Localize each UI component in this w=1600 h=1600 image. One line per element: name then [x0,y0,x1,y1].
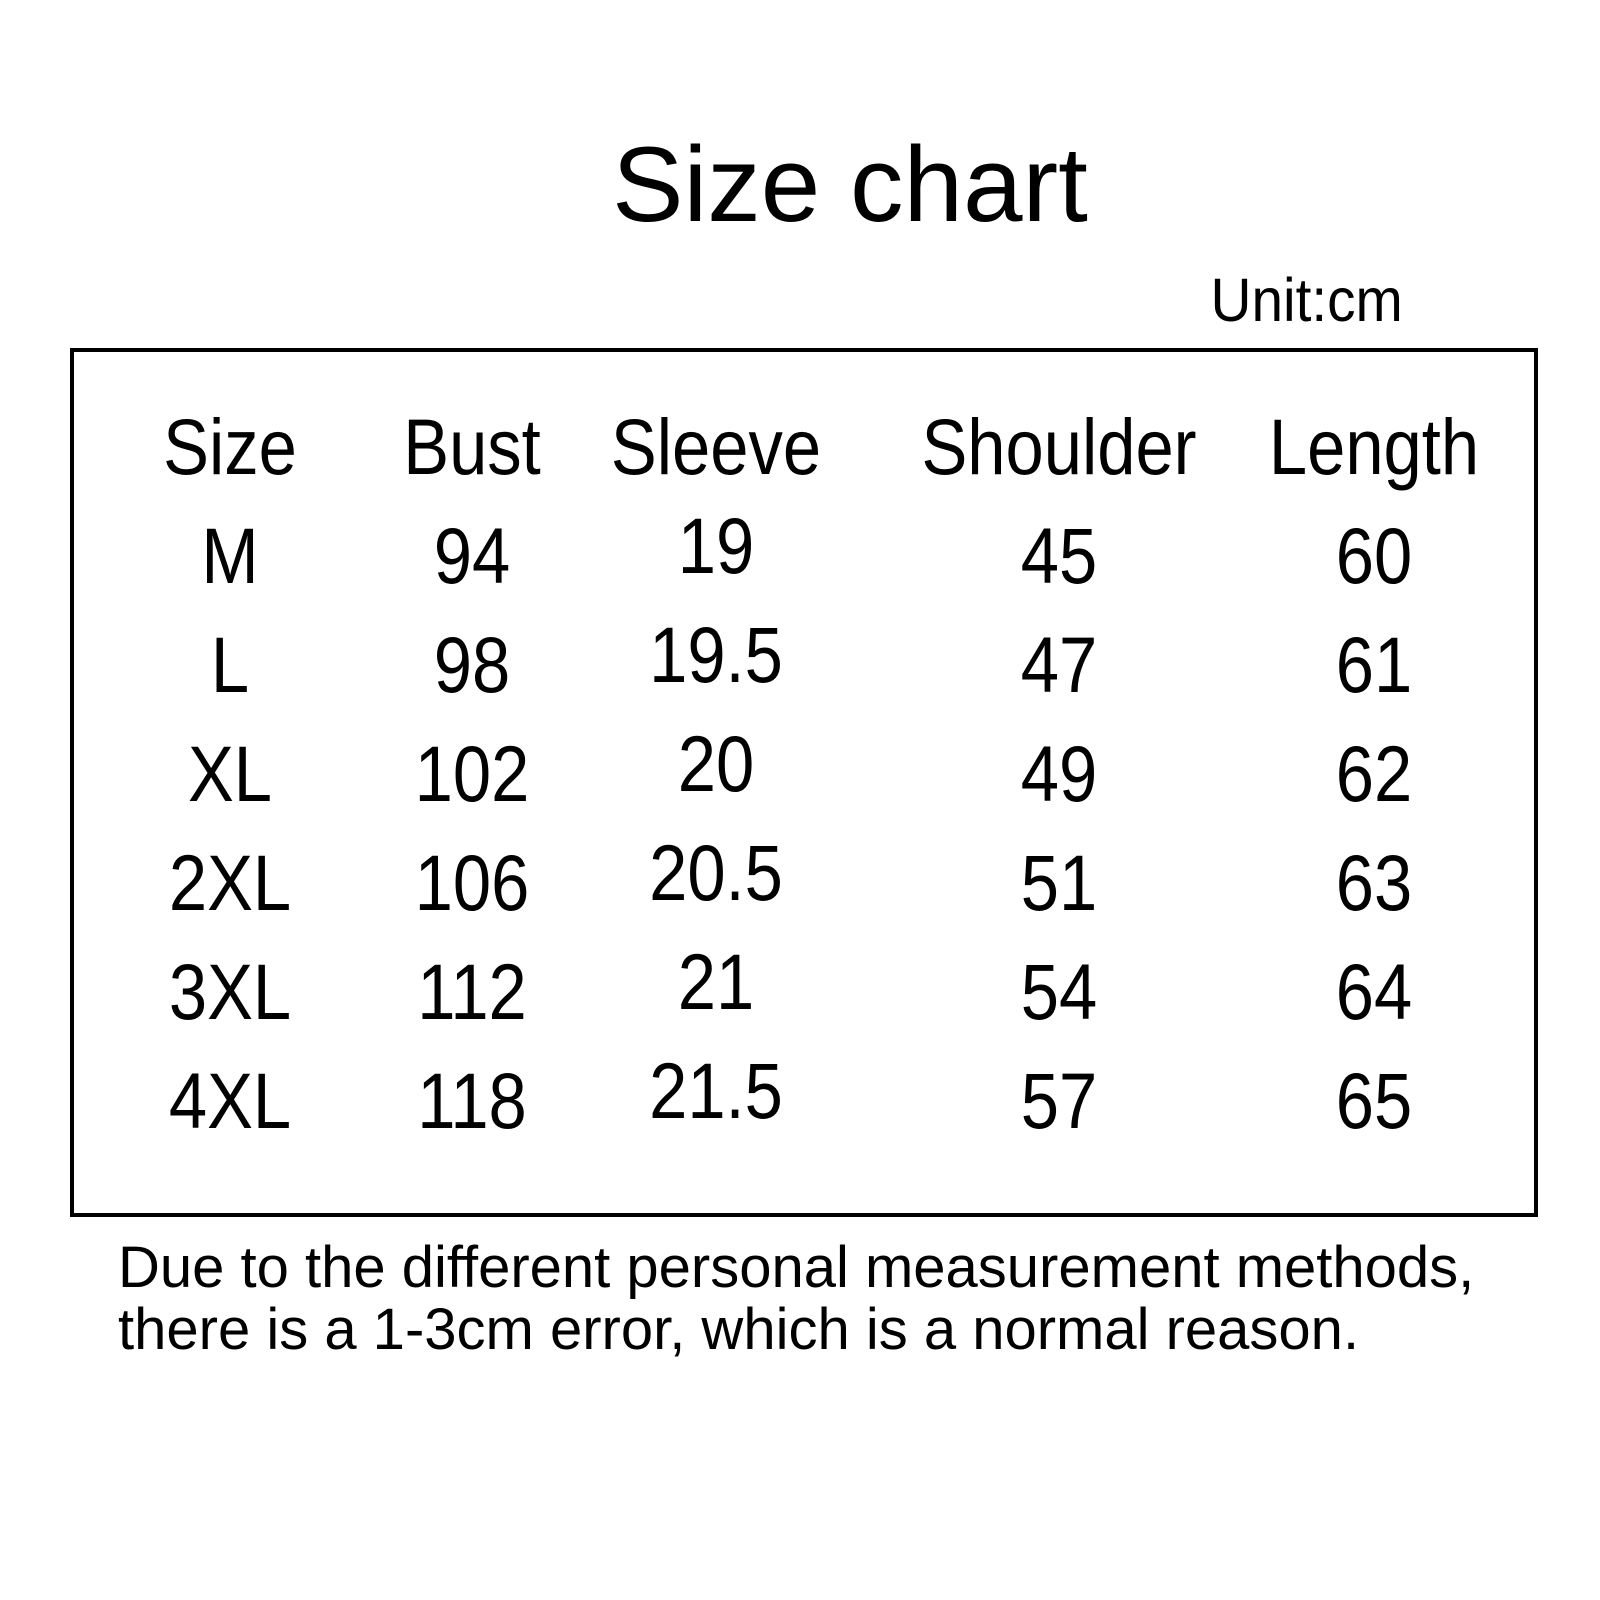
cell-shoulder: 54 [1020,947,1098,1036]
header-cell-shoulder: Shoulder [921,402,1197,491]
cell-sleeve: 19.5 [649,610,783,699]
table-row: 4XL 118 21.5 57 65 [74,1046,1534,1155]
table-row: M 94 19 45 60 [74,501,1534,610]
table-row: 2XL 106 20.5 51 63 [74,828,1534,937]
cell-shoulder: 51 [1020,838,1098,927]
cell-length: 60 [1335,511,1413,600]
unit-label: Unit:cm [0,265,1403,335]
cell-sleeve: 20.5 [649,828,783,917]
note-text: Due to the different personal measuremen… [118,1237,1474,1361]
size-table: Size Bust Sleeve Shoulder Length M 94 19… [70,348,1538,1217]
chart-title: Size chart [612,124,1088,244]
cell-sleeve: 21 [677,937,755,1026]
cell-length: 65 [1335,1056,1413,1145]
cell-shoulder: 49 [1020,729,1098,818]
cell-sleeve: 19 [677,501,755,590]
table-header-row: Size Bust Sleeve Shoulder Length [74,392,1534,501]
note-line-1: Due to the different personal measuremen… [118,1235,1475,1300]
cell-size: 4XL [168,1056,292,1145]
cell-bust: 118 [417,1056,527,1145]
table-row: 3XL 112 21 54 64 [74,937,1534,1046]
cell-length: 61 [1335,620,1413,709]
cell-sleeve: 20 [677,719,755,808]
cell-bust: 94 [433,511,511,600]
cell-length: 62 [1335,729,1413,818]
header-cell-bust: Bust [403,402,541,491]
cell-shoulder: 45 [1020,511,1098,600]
table-row: L 98 19.5 47 61 [74,610,1534,719]
note-line-2: there is a 1-3cm error, which is a norma… [118,1297,1360,1362]
cell-size: M [201,511,259,600]
header-cell-sleeve: Sleeve [610,402,822,491]
cell-bust: 112 [417,947,527,1036]
cell-bust: 106 [414,838,530,927]
cell-size: 2XL [168,838,292,927]
cell-shoulder: 47 [1020,620,1098,709]
cell-bust: 102 [414,729,530,818]
cell-bust: 98 [433,620,511,709]
header-cell-length: Length [1268,402,1480,491]
cell-length: 63 [1335,838,1413,927]
cell-shoulder: 57 [1020,1056,1098,1145]
unit-label-text: Unit:cm [1210,266,1403,334]
cell-size: L [210,620,250,709]
cell-sleeve: 21.5 [649,1046,783,1135]
table-row: XL 102 20 49 62 [74,719,1534,828]
cell-size: XL [187,729,273,818]
cell-size: 3XL [168,947,292,1036]
cell-length: 64 [1335,947,1413,1036]
header-cell-size: Size [163,402,297,491]
